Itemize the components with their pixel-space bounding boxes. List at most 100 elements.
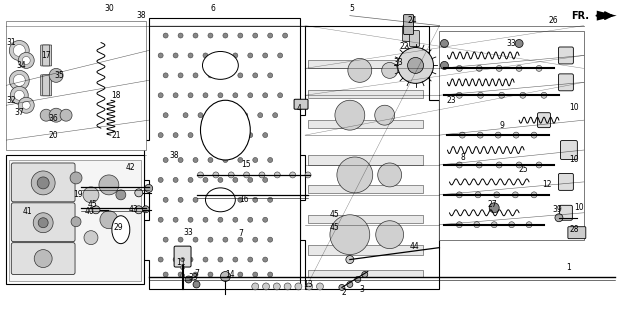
Text: 45: 45 <box>330 223 340 232</box>
Circle shape <box>198 113 203 118</box>
Text: 36: 36 <box>48 114 58 123</box>
FancyBboxPatch shape <box>308 215 423 223</box>
Circle shape <box>512 192 518 198</box>
Circle shape <box>278 53 282 58</box>
Text: 38: 38 <box>170 150 180 160</box>
Circle shape <box>509 222 515 228</box>
Circle shape <box>158 93 163 98</box>
Circle shape <box>9 70 29 90</box>
Circle shape <box>99 175 119 195</box>
Circle shape <box>278 93 282 98</box>
Circle shape <box>459 132 465 138</box>
FancyBboxPatch shape <box>560 140 577 159</box>
Circle shape <box>208 197 213 202</box>
Circle shape <box>491 222 497 228</box>
Circle shape <box>262 283 270 290</box>
Text: 43: 43 <box>129 205 138 214</box>
Circle shape <box>248 93 253 98</box>
Circle shape <box>193 197 198 202</box>
Text: 20: 20 <box>48 131 58 140</box>
Text: 29: 29 <box>113 223 123 232</box>
Text: 6: 6 <box>211 4 216 13</box>
Circle shape <box>248 132 253 138</box>
Circle shape <box>223 33 228 38</box>
Circle shape <box>317 283 324 290</box>
Circle shape <box>218 93 223 98</box>
Circle shape <box>173 257 178 262</box>
Circle shape <box>223 73 228 78</box>
Circle shape <box>330 215 370 255</box>
Text: 18: 18 <box>111 91 121 100</box>
Text: 33: 33 <box>394 58 404 67</box>
Circle shape <box>218 132 223 138</box>
Circle shape <box>158 132 163 138</box>
FancyBboxPatch shape <box>11 243 75 275</box>
Text: 14: 14 <box>225 270 235 279</box>
Circle shape <box>180 258 185 261</box>
Circle shape <box>233 53 238 58</box>
Circle shape <box>188 53 193 58</box>
Ellipse shape <box>205 188 235 212</box>
Circle shape <box>295 283 302 290</box>
Circle shape <box>163 73 168 78</box>
Circle shape <box>173 53 178 58</box>
FancyBboxPatch shape <box>174 246 191 267</box>
Circle shape <box>305 283 312 290</box>
Circle shape <box>282 33 287 38</box>
Circle shape <box>23 56 30 64</box>
Text: 7: 7 <box>238 229 243 238</box>
Circle shape <box>263 257 268 262</box>
Circle shape <box>158 257 163 262</box>
Circle shape <box>243 113 248 118</box>
Circle shape <box>305 172 311 178</box>
Text: 11: 11 <box>176 258 185 267</box>
Circle shape <box>228 113 233 118</box>
Circle shape <box>238 33 243 38</box>
Circle shape <box>456 162 463 168</box>
Circle shape <box>536 65 542 71</box>
Circle shape <box>218 257 223 262</box>
Text: 12: 12 <box>542 180 552 189</box>
Circle shape <box>290 172 295 178</box>
Circle shape <box>248 177 253 182</box>
Circle shape <box>116 190 126 200</box>
Circle shape <box>398 47 433 83</box>
Circle shape <box>193 237 198 242</box>
Circle shape <box>456 192 463 198</box>
Circle shape <box>193 272 198 277</box>
Circle shape <box>253 157 258 163</box>
Circle shape <box>203 132 208 138</box>
Circle shape <box>100 211 118 229</box>
Circle shape <box>268 73 273 78</box>
Circle shape <box>83 187 99 203</box>
Circle shape <box>178 197 183 202</box>
Circle shape <box>203 53 208 58</box>
Text: 1: 1 <box>567 263 572 272</box>
Circle shape <box>377 163 402 187</box>
Circle shape <box>531 132 537 138</box>
Text: 7: 7 <box>194 269 199 278</box>
FancyBboxPatch shape <box>558 173 573 190</box>
Ellipse shape <box>112 216 130 244</box>
Text: 10: 10 <box>574 203 583 212</box>
Text: 45: 45 <box>330 210 340 219</box>
Circle shape <box>263 132 268 138</box>
FancyBboxPatch shape <box>439 31 584 240</box>
Circle shape <box>238 197 243 202</box>
Text: 27: 27 <box>488 200 497 209</box>
Circle shape <box>163 237 168 242</box>
Circle shape <box>38 218 48 228</box>
Circle shape <box>173 132 178 138</box>
Circle shape <box>178 33 183 38</box>
Circle shape <box>244 172 250 178</box>
Circle shape <box>456 65 463 71</box>
Ellipse shape <box>202 52 239 79</box>
Text: 32: 32 <box>6 96 16 105</box>
Circle shape <box>268 157 273 163</box>
Circle shape <box>233 257 238 262</box>
FancyBboxPatch shape <box>403 26 413 42</box>
Circle shape <box>284 283 291 290</box>
Text: 45: 45 <box>88 200 98 209</box>
Text: 26: 26 <box>548 16 558 25</box>
Circle shape <box>233 177 238 182</box>
